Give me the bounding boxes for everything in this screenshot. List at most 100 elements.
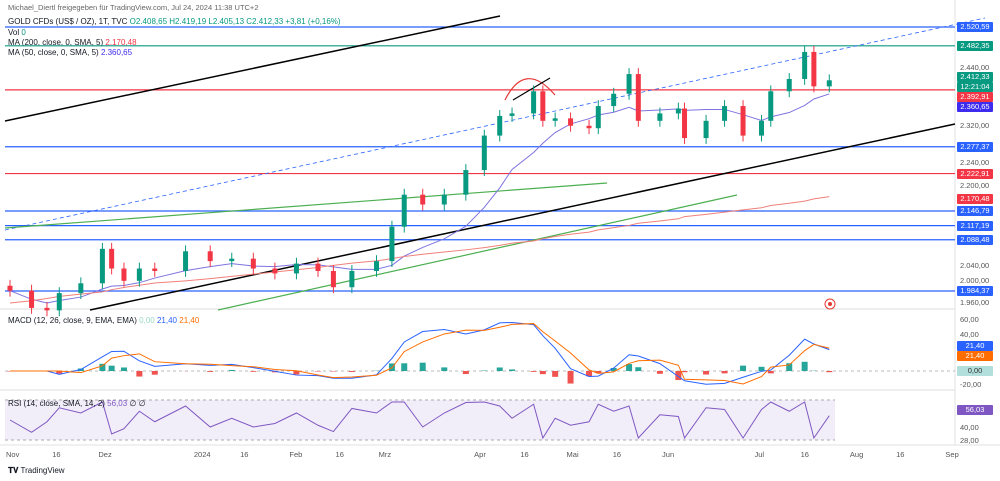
macd-line xyxy=(10,321,830,385)
macd-histogram-bar xyxy=(656,371,663,374)
price-tick: 2.000,00 xyxy=(960,276,990,285)
macd-histogram-bar xyxy=(586,371,593,377)
arc-drawing[interactable] xyxy=(504,78,556,101)
candle-body xyxy=(330,270,336,288)
change: +3,81 (+0,16%) xyxy=(285,17,341,26)
macd-histogram-bar xyxy=(293,371,300,375)
candle-body xyxy=(374,261,380,271)
rsi-value-label: 56,03 xyxy=(957,405,993,415)
macd-histogram-bar xyxy=(136,371,143,377)
candle-body xyxy=(481,135,487,171)
price-label: 2.412,33 xyxy=(957,72,993,82)
time-tick: 16 xyxy=(52,450,61,459)
macd-histogram-bar xyxy=(595,371,602,374)
brand-text: TradingView xyxy=(20,466,65,475)
price-label: 2.482,35 xyxy=(957,40,993,51)
time-tick: Jul xyxy=(754,450,765,459)
macd-histogram-bar xyxy=(626,364,633,371)
macd-histogram-bar xyxy=(496,367,503,371)
price-label: 2.146,79 xyxy=(957,206,993,217)
macd-histogram-bar xyxy=(801,361,808,371)
candle-body xyxy=(540,91,546,121)
countdown-label: 12:21:04 xyxy=(957,82,993,92)
candle-body xyxy=(768,91,774,121)
candle-body xyxy=(611,93,617,107)
trendline-green-2[interactable] xyxy=(217,194,738,311)
time-tick: 16 xyxy=(520,450,529,459)
rsi-label[interactable]: RSI (14, close, SMA, 14, 2) xyxy=(8,399,105,408)
macd-histogram-bar xyxy=(509,369,516,371)
vol-value: 0 xyxy=(21,28,26,37)
trendline-green-1[interactable] xyxy=(4,182,608,229)
macd-histogram-bar xyxy=(207,371,214,372)
time-tick: Mai xyxy=(566,450,579,459)
candle-body xyxy=(826,80,832,87)
candle-body xyxy=(703,120,709,139)
tradingview-logo[interactable]: 𝐓𝐕 TradingView xyxy=(8,466,65,475)
price-tick: 2.040,00 xyxy=(960,261,990,270)
rsi-extra: ∅ ∅ xyxy=(129,399,146,408)
macd-histogram-bar xyxy=(151,371,158,375)
macd-label[interactable]: MACD (12, 26, close, 9, EMA, EMA) xyxy=(8,316,137,325)
time-tick: Mrz xyxy=(378,450,392,459)
macd-line-label: 21,40 xyxy=(957,341,993,351)
macd-hist-label: 0,00 xyxy=(957,366,993,376)
candle-body xyxy=(568,118,574,126)
candle-body xyxy=(272,268,278,274)
time-tick: 16 xyxy=(612,450,622,459)
macd-histogram-bar xyxy=(441,367,448,371)
ma50-label[interactable]: MA (50, close, 0, SMA, 5) xyxy=(8,48,99,57)
candle-body xyxy=(657,113,663,121)
macd-line-value: 21,40 xyxy=(156,316,178,325)
ma200-value: 2.170,48 xyxy=(105,38,137,47)
candle-body xyxy=(552,118,558,121)
alert-icon[interactable] xyxy=(824,298,836,310)
symbol[interactable]: GOLD CFDs (US$ / OZ), 1T, TVC xyxy=(8,17,128,26)
trendline-upper[interactable] xyxy=(4,15,501,122)
vol-label[interactable]: Vol xyxy=(8,28,20,37)
macd-histogram-bar xyxy=(56,371,63,374)
trendline-lower[interactable] xyxy=(89,123,956,311)
time-tick: Feb xyxy=(289,450,303,459)
macd-histogram-bar xyxy=(99,363,106,371)
macd-hist-value: 0,00 xyxy=(139,316,155,325)
candle-body xyxy=(786,78,792,92)
time-tick: 16 xyxy=(240,450,249,459)
candle-body xyxy=(207,251,213,262)
macd-histogram-bar xyxy=(786,363,793,371)
time-tick: Sep xyxy=(945,450,959,459)
candle-body xyxy=(441,194,447,205)
rsi-tick: 28,00 xyxy=(960,436,979,445)
candle-body xyxy=(349,270,355,288)
candle-body xyxy=(250,258,256,269)
price-label: 2.117,19 xyxy=(957,220,993,231)
dashed-trendline[interactable] xyxy=(4,17,986,231)
rsi-line xyxy=(9,401,830,440)
candle-body xyxy=(56,293,62,311)
macd-histogram-bar xyxy=(401,363,408,371)
candle-body xyxy=(315,263,321,271)
candle-body xyxy=(811,51,817,87)
candle-body xyxy=(497,115,503,136)
time-tick: Nov xyxy=(6,450,20,459)
macd-histogram-bar xyxy=(315,371,321,372)
macd-histogram-bar xyxy=(675,371,682,381)
candle-body xyxy=(740,106,746,136)
macd-histogram-bar xyxy=(250,371,257,372)
wedge-line[interactable] xyxy=(512,77,551,101)
ma200-label[interactable]: MA (200, close, 0, SMA, 5) xyxy=(8,38,104,47)
ma200-line xyxy=(9,196,830,304)
candle-body xyxy=(109,248,115,269)
candle-body xyxy=(152,268,158,271)
price-label: 2.360,65 xyxy=(957,102,993,112)
time-tick: Aug xyxy=(849,450,864,459)
candle-body xyxy=(675,108,681,114)
rsi-value: 56,03 xyxy=(107,399,128,408)
time-tick: 2024 xyxy=(193,450,211,459)
macd-histogram-bar xyxy=(108,365,115,371)
time-tick: Dez xyxy=(98,450,112,459)
macd-histogram-bar xyxy=(767,371,774,374)
macd-tick: 40,00 xyxy=(960,330,979,339)
macd-tick: 60,00 xyxy=(960,315,979,324)
